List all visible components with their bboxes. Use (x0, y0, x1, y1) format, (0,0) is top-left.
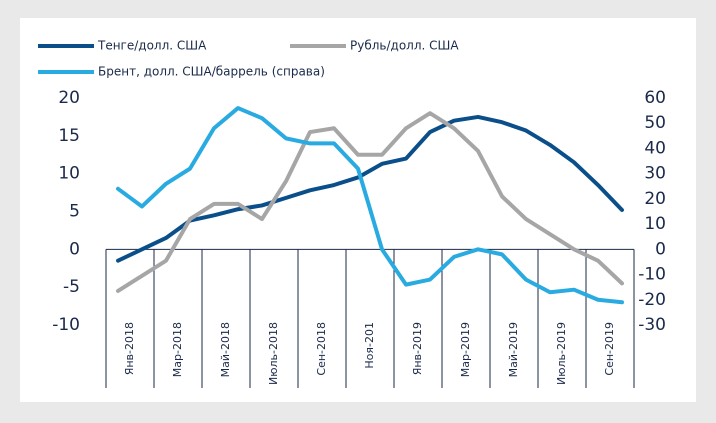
x-tick-label: Сен-2018 (315, 322, 328, 376)
legend-label: Тенге/долл. США (97, 39, 207, 53)
legend-label: Брент, долл. США/баррель (справа) (98, 65, 325, 79)
y-tick-label: 15 (58, 126, 80, 146)
y-tick-label: -5 (63, 277, 80, 297)
y2-tick-label: -20 (638, 290, 666, 310)
y2-tick-label: 10 (644, 214, 666, 234)
x-tick-label: Мар-2018 (171, 322, 184, 377)
y2-tick-label: 50 (644, 113, 666, 133)
x-tick-label: Мар-2019 (459, 322, 472, 377)
y-tick-label: 5 (69, 202, 80, 222)
y2-tick-label: -10 (638, 265, 666, 285)
x-tick-label: Июль-2019 (555, 322, 568, 385)
y2-tick-label: 60 (644, 88, 666, 108)
y-tick-label: 20 (58, 88, 80, 108)
y2-tick-label: 30 (644, 164, 666, 184)
y-tick-label: 10 (58, 164, 80, 184)
x-tick-label: Июль-2018 (267, 322, 280, 385)
x-tick-label: Ноя-201 (363, 322, 376, 369)
series-line (116, 106, 624, 305)
y2-tick-label: 20 (644, 189, 666, 209)
y-tick-label: -10 (52, 315, 80, 335)
x-tick-label: Янв-2019 (411, 322, 424, 375)
series-line (116, 111, 624, 293)
y2-tick-label: 40 (644, 138, 666, 158)
plot-background (20, 18, 696, 402)
y-tick-label: 0 (69, 239, 80, 259)
y2-tick-label: -30 (638, 315, 666, 335)
legend-label: Рубль/долл. США (350, 39, 459, 53)
x-tick-label: Май-2019 (507, 322, 520, 377)
x-tick-label: Янв-2018 (123, 322, 136, 375)
x-tick-label: Май-2018 (219, 322, 232, 377)
x-tick-label: Сен-2019 (603, 322, 616, 376)
y2-tick-label: 0 (655, 239, 666, 259)
series-line (116, 114, 624, 263)
